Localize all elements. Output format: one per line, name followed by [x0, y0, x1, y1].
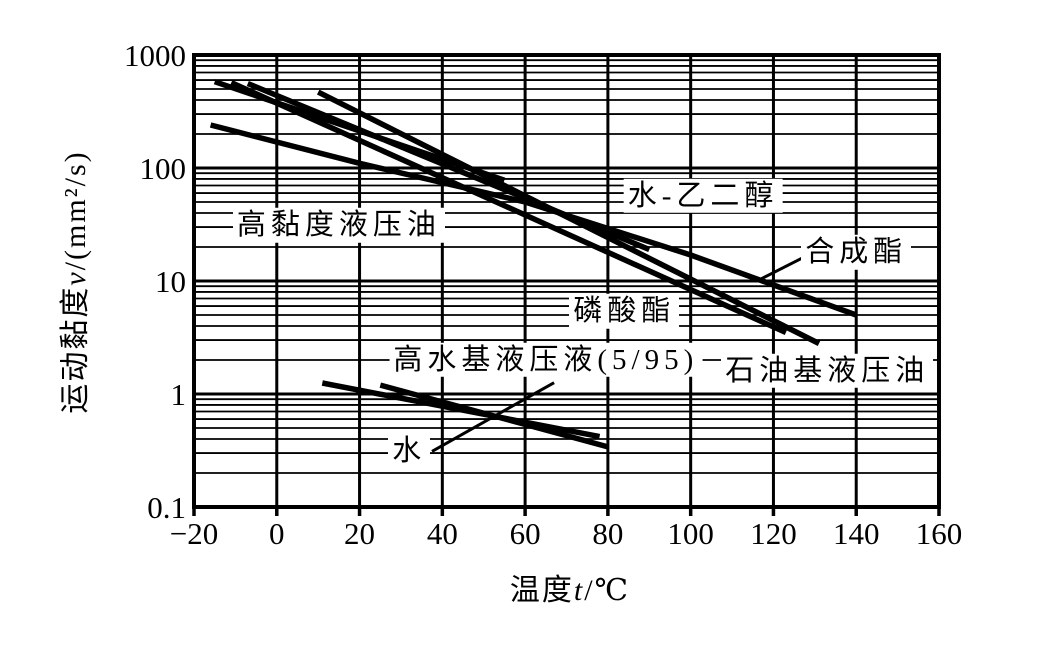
x-tick-label: 80 [592, 516, 623, 551]
curve-petroleum-based-hydraulic-oil [230, 80, 788, 336]
callout-high-water-based-hydraulic-fluid-5-95 [495, 381, 555, 417]
series-label-phosphate-ester: 磷酸酯 [569, 294, 680, 329]
y-axis-title-unit: /(mm²/s) [59, 150, 92, 271]
curve-synthetic-ester [209, 122, 858, 318]
series-label-water-glycol: 水-乙二醇 [623, 178, 783, 213]
x-tick-label: 120 [750, 516, 797, 551]
x-tick-label: −20 [170, 516, 218, 551]
y-tick-label: 1 [171, 377, 187, 412]
x-tick-label: 40 [427, 516, 458, 551]
y-axis-title-variable: v [59, 270, 92, 286]
series-label-high-water-based-hydraulic-fluid-5-95: 高水基液压液(5/95) [389, 342, 703, 378]
x-axis-title-variable: t [573, 574, 585, 607]
x-tick-label: 60 [510, 516, 541, 551]
plot-border [192, 53, 941, 509]
x-tick-labels: −20 0 20 40 60 80 100 120 140 160 [170, 516, 962, 551]
series-label-synthetic-ester: 合成酯 [801, 234, 912, 270]
y-tick-labels: 1000 100 10 1 0.1 [124, 38, 186, 525]
y-tick-label: 100 [140, 151, 187, 186]
x-axis-title: 温度t/℃ [510, 565, 630, 609]
y-tick-label: 0.1 [147, 490, 186, 525]
x-tick-label: 20 [344, 516, 375, 551]
callout-synthetic-ester [756, 256, 804, 283]
y-axis-title: 运动黏度v/(mm²/s) [50, 150, 94, 413]
curves [209, 79, 858, 453]
series-label-petroleum-based-hydraulic-oil: 石油基液压油 [721, 353, 934, 389]
y-tick-label: 1000 [124, 38, 186, 73]
y-tick-label: 10 [155, 264, 186, 299]
x-axis-title-unit: /℃ [584, 574, 631, 607]
x-tick-label: 160 [916, 516, 963, 551]
series-label-high-viscosity-hydraulic-oil: 高黏度液压油 [232, 208, 445, 243]
x-tick-label: 140 [833, 516, 880, 551]
y-axis-title-text: 运动黏度 [59, 285, 92, 414]
x-tick-label: 0 [269, 516, 285, 551]
callout-water [431, 413, 497, 453]
x-tick-label: 100 [667, 516, 714, 551]
x-axis-title-text: 温度 [509, 574, 574, 607]
series-label-water: 水 [388, 434, 431, 469]
